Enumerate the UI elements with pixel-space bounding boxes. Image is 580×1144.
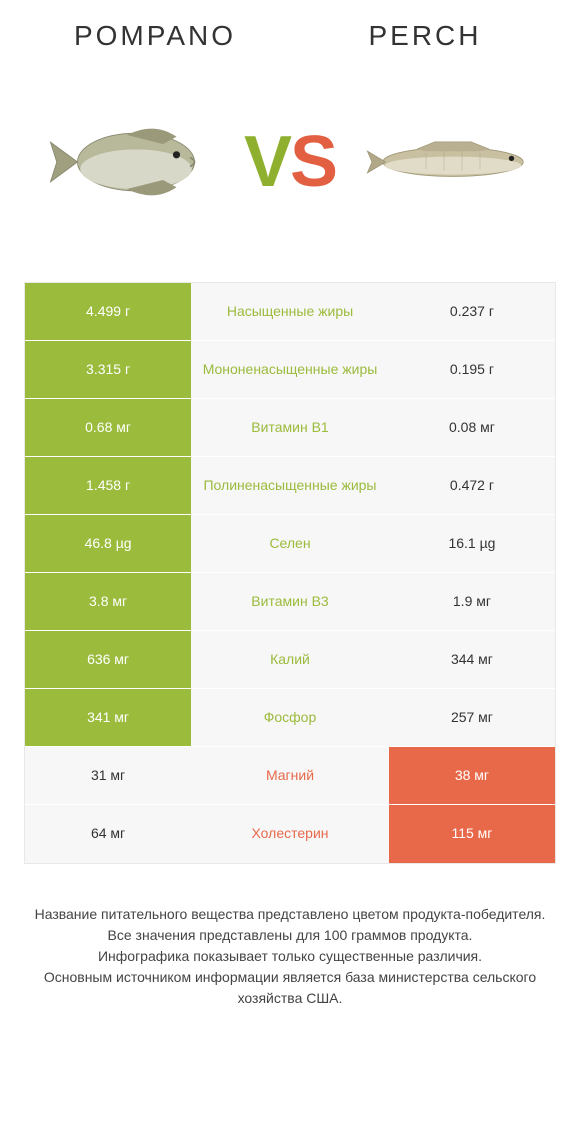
title-right: Perch: [290, 20, 560, 52]
table-row: 341 мгФосфор257 мг: [25, 689, 555, 747]
table-row: 3.8 мгВитамин B31.9 мг: [25, 573, 555, 631]
value-left: 31 мг: [25, 747, 191, 804]
value-left: 636 мг: [25, 631, 191, 688]
header: Pompano Perch: [0, 0, 580, 62]
value-right: 0.237 г: [389, 283, 555, 340]
value-left: 4.499 г: [25, 283, 191, 340]
table-row: 1.458 гПолиненасыщенные жиры0.472 г: [25, 457, 555, 515]
footer-line: Все значения представлены для 100 граммо…: [24, 925, 556, 946]
value-right: 115 мг: [389, 805, 555, 863]
value-left: 3.315 г: [25, 341, 191, 398]
value-left: 46.8 µg: [25, 515, 191, 572]
nutrient-label: Мононенасыщенные жиры: [191, 341, 389, 398]
nutrient-label: Полиненасыщенные жиры: [191, 457, 389, 514]
vs-label: VS: [234, 121, 346, 203]
table-row: 64 мгХолестерин115 мг: [25, 805, 555, 863]
vs-s: S: [290, 122, 336, 202]
value-right: 1.9 мг: [389, 573, 555, 630]
title-left: Pompano: [20, 20, 290, 52]
value-right: 0.472 г: [389, 457, 555, 514]
table-row: 46.8 µgСелен16.1 µg: [25, 515, 555, 573]
value-left: 341 мг: [25, 689, 191, 746]
value-right: 0.08 мг: [389, 399, 555, 456]
nutrient-label: Витамин B3: [191, 573, 389, 630]
nutrient-label: Насыщенные жиры: [191, 283, 389, 340]
nutrient-label: Магний: [191, 747, 389, 804]
value-right: 38 мг: [389, 747, 555, 804]
nutrient-label: Селен: [191, 515, 389, 572]
hero-right: [346, 126, 560, 198]
vs-v: V: [244, 122, 290, 202]
table-row: 3.315 гМононенасыщенные жиры0.195 г: [25, 341, 555, 399]
value-right: 0.195 г: [389, 341, 555, 398]
footer-line: Инфографика показывает только существенн…: [24, 946, 556, 967]
nutrient-label: Фосфор: [191, 689, 389, 746]
value-right: 16.1 µg: [389, 515, 555, 572]
footer-line: Название питательного вещества представл…: [24, 904, 556, 925]
nutrient-label: Холестерин: [191, 805, 389, 863]
nutrient-label: Витамин B1: [191, 399, 389, 456]
hero: VS: [0, 62, 580, 262]
table-row: 0.68 мгВитамин B10.08 мг: [25, 399, 555, 457]
value-left: 3.8 мг: [25, 573, 191, 630]
perch-fish-icon: [363, 126, 543, 198]
table-row: 31 мгМагний38 мг: [25, 747, 555, 805]
footer-line: Основным источником информации является …: [24, 967, 556, 1009]
table-row: 4.499 гНасыщенные жиры0.237 г: [25, 283, 555, 341]
nutrient-label: Калий: [191, 631, 389, 688]
value-right: 257 мг: [389, 689, 555, 746]
value-right: 344 мг: [389, 631, 555, 688]
hero-left: [20, 117, 234, 207]
footer-notes: Название питательного вещества представл…: [24, 904, 556, 1009]
value-left: 1.458 г: [25, 457, 191, 514]
value-left: 64 мг: [25, 805, 191, 863]
pompano-fish-icon: [37, 117, 217, 207]
value-left: 0.68 мг: [25, 399, 191, 456]
comparison-table: 4.499 гНасыщенные жиры0.237 г3.315 гМоно…: [24, 282, 556, 864]
table-row: 636 мгКалий344 мг: [25, 631, 555, 689]
